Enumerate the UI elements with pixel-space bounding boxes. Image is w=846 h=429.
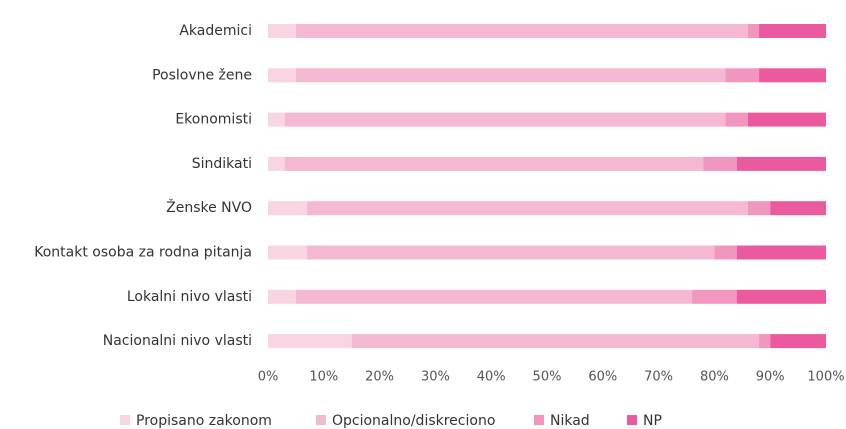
x-tick-label: 30% <box>421 370 450 385</box>
bar-segment <box>268 201 308 216</box>
y-tick-label: Poslovne žene <box>152 67 252 83</box>
bar-segment <box>770 334 826 349</box>
bar-segment <box>268 289 296 304</box>
bar-segment <box>284 156 704 171</box>
bar-segment <box>736 245 826 260</box>
legend-swatch <box>627 415 637 425</box>
x-tick-label: 10% <box>309 370 338 385</box>
legend-label: Propisano zakonom <box>136 413 272 429</box>
y-tick-label: Nacionalni nivo vlasti <box>103 333 252 349</box>
bar-segment <box>307 201 748 216</box>
bar-segment <box>736 156 826 171</box>
x-tick-label: 60% <box>588 370 617 385</box>
bar-segment <box>714 245 737 260</box>
x-tick-label: 0% <box>258 370 279 385</box>
bar-segment <box>351 334 760 349</box>
bar-segment <box>747 112 826 127</box>
bar-segment <box>703 156 737 171</box>
bar-segment <box>759 24 826 38</box>
bar-segment <box>268 156 285 171</box>
bar-segment <box>268 24 296 38</box>
bar-segment <box>736 289 826 304</box>
bar-segment <box>692 289 737 304</box>
legend-label: Opcionalno/diskreciono <box>332 413 495 429</box>
legend-swatch <box>120 415 130 425</box>
bar-segment <box>725 112 748 127</box>
x-tick-label: 50% <box>533 370 562 385</box>
x-tick-label: 70% <box>644 370 673 385</box>
bar-segment <box>268 112 285 127</box>
x-tick-label: 90% <box>756 370 785 385</box>
bar-segment <box>747 201 771 216</box>
bar-segment <box>307 245 715 260</box>
bar-segment <box>268 334 352 349</box>
bar-segment <box>268 68 296 83</box>
legend-label: NP <box>643 413 662 429</box>
y-tick-label: Ekonomisti <box>175 112 252 128</box>
x-tick-label: 100% <box>807 370 844 385</box>
x-tick-label: 80% <box>700 370 729 385</box>
y-tick-label: Kontakt osoba za rodna pitanja <box>34 245 252 261</box>
bar-segment <box>759 334 771 349</box>
y-tick-label: Sindikati <box>192 156 252 172</box>
bar-segment <box>295 68 726 83</box>
y-tick-label: Lokalni nivo vlasti <box>127 289 252 305</box>
bar-segment <box>284 112 726 127</box>
y-tick-label: Akademici <box>179 23 252 39</box>
bar-segment <box>295 24 748 38</box>
legend-label: Nikad <box>550 413 590 429</box>
bar-segment <box>759 68 826 83</box>
bar-segment <box>268 245 308 260</box>
bar-segment <box>725 68 760 83</box>
legend-swatch <box>534 415 544 425</box>
bar-segment <box>747 24 760 38</box>
x-tick-label: 20% <box>365 370 394 385</box>
y-tick-label: Ženske NVO <box>166 198 252 216</box>
legend-swatch <box>316 415 326 425</box>
bar-segment <box>295 289 693 304</box>
bar-segment <box>770 201 826 216</box>
x-tick-label: 40% <box>477 370 506 385</box>
